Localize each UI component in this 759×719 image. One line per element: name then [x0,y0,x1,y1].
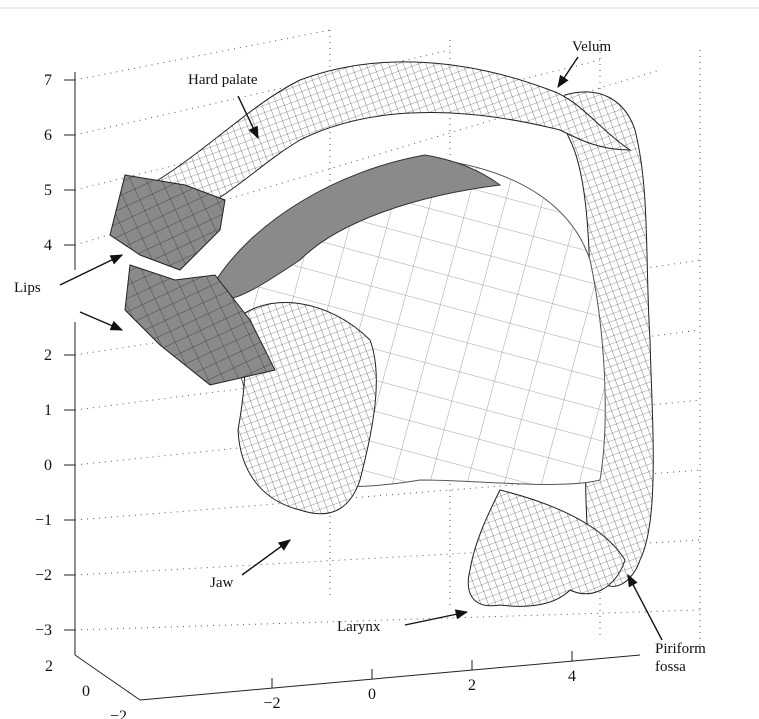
annotation: Lips [14,280,41,296]
x-tick-label: 2 [468,677,476,694]
x-tick-label: 0 [368,686,376,703]
z-tick-label: 7 [44,72,52,89]
annotation: Velum [572,39,611,55]
z-tick-label: 2 [44,347,52,364]
annotation: Piriform [655,641,706,657]
y-tick-label: 0 [82,683,90,700]
y-tick-label: −2 [110,708,127,719]
x-tick-label: 4 [568,668,576,685]
x-tick-label: −2 [263,695,280,712]
annotation: fossa [655,659,686,675]
annotation: Jaw [210,575,233,591]
z-tick-label: 4 [44,237,52,254]
annotation: Hard palate [188,72,258,88]
z-tick-label: −1 [35,512,52,529]
y-tick-label: 2 [45,658,53,675]
z-tick-label: 1 [44,402,52,419]
figure: Hard palate Velum Lips Jaw Larynx Pirifo… [0,0,759,719]
z-tick-label: −3 [35,622,52,639]
annotation: Larynx [337,619,381,635]
z-tick-label: 0 [44,457,52,474]
z-tick-label: 5 [44,182,52,199]
z-tick-label: 6 [44,127,52,144]
z-tick-label: −2 [35,567,52,584]
